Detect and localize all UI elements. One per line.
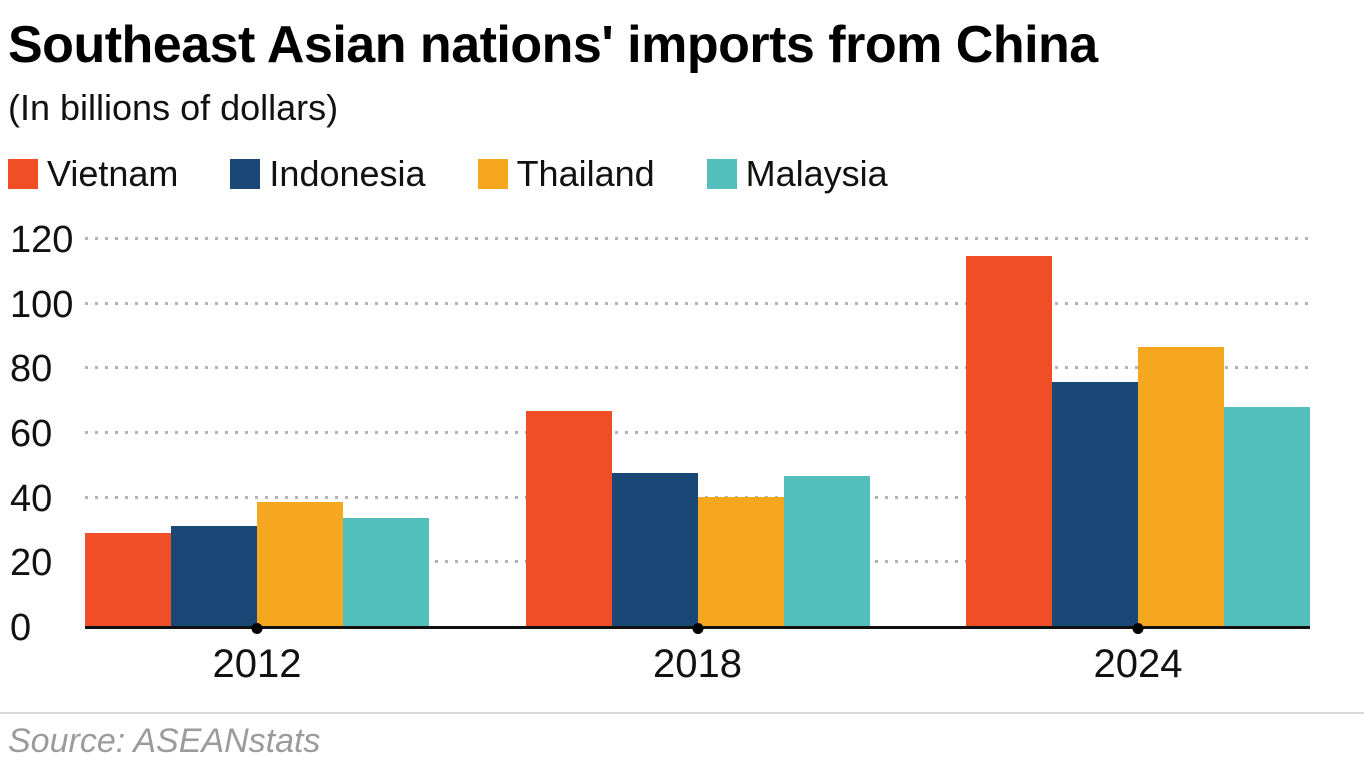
- legend-label: Indonesia: [269, 153, 426, 194]
- bar-group-2012: 2012: [85, 240, 429, 686]
- legend-item-vietnam: Vietnam: [8, 154, 178, 194]
- bar-indonesia-2024: [1052, 382, 1138, 628]
- legend-item-indonesia: Indonesia: [230, 153, 426, 194]
- bar-group-2018: 2018: [525, 240, 870, 686]
- x-tick-label-2012: 2012: [212, 642, 302, 686]
- bar-malaysia-2012: [343, 518, 429, 628]
- y-tick-label-100: 100: [10, 283, 74, 326]
- legend-item-thailand: Thailand: [477, 153, 655, 194]
- gridline-80: [85, 366, 1310, 370]
- chart-title: Southeast Asian nations' imports from Ch…: [8, 16, 1098, 74]
- chart-subtitle: (In billions of dollars): [8, 87, 339, 128]
- bar-thailand-2024: [1138, 346, 1224, 628]
- y-tick-label-60: 60: [10, 413, 53, 455]
- bar-thailand-2012: [257, 501, 343, 628]
- x-axis-tick-dot-2012: [251, 623, 263, 634]
- bar-thailand-2018: [697, 497, 784, 628]
- y-tick-label-120: 120: [10, 219, 74, 261]
- gridline-60: [85, 431, 1310, 434]
- legend-swatch-malaysia: [706, 159, 737, 189]
- bar-groups: 2012 2018 2024: [85, 240, 1310, 686]
- gridline-120: [85, 237, 1310, 240]
- x-axis-tick-dot-2018: [692, 623, 703, 634]
- x-tick-label-2024: 2024: [1093, 642, 1183, 686]
- bar-malaysia-2024: [1224, 406, 1310, 628]
- y-axis-labels: 0 20 40 60 80 100 120: [8, 221, 85, 647]
- x-axis-tick-dot-2024: [1132, 623, 1144, 634]
- gridline-100: [85, 301, 1310, 305]
- legend-label: Vietnam: [47, 153, 179, 194]
- source-note: Source: ASEANstats: [8, 722, 321, 760]
- bar-vietnam-2012: [85, 532, 171, 628]
- bar-indonesia-2018: [611, 472, 698, 628]
- plot-area: 2012 2018 2024: [85, 237, 1310, 686]
- legend: Vietnam Indonesia Thailand Malaysia: [8, 154, 1356, 194]
- legend-swatch-thailand: [477, 159, 508, 189]
- y-tick-label-0: 0: [10, 607, 32, 649]
- legend-swatch-indonesia: [230, 159, 261, 189]
- legend-item-malaysia: Malaysia: [706, 153, 888, 194]
- bar-vietnam-2018: [525, 411, 612, 628]
- legend-label: Thailand: [516, 153, 655, 194]
- footer: Source: ASEANstats: [0, 712, 1364, 770]
- bar-malaysia-2018: [783, 476, 870, 628]
- bar-indonesia-2012: [171, 526, 257, 628]
- bar-group-2024: 2024: [966, 240, 1310, 686]
- y-tick-label-40: 40: [10, 477, 53, 520]
- bar-chart: 0 20 40 60 80 100 120 2012 2018 2024: [8, 221, 1356, 686]
- x-tick-label-2018: 2018: [653, 642, 742, 686]
- y-tick-label-20: 20: [10, 542, 53, 585]
- bar-vietnam-2024: [966, 256, 1052, 628]
- y-tick-label-80: 80: [10, 348, 53, 391]
- legend-swatch-vietnam: [8, 159, 38, 189]
- legend-label: Malaysia: [745, 153, 888, 194]
